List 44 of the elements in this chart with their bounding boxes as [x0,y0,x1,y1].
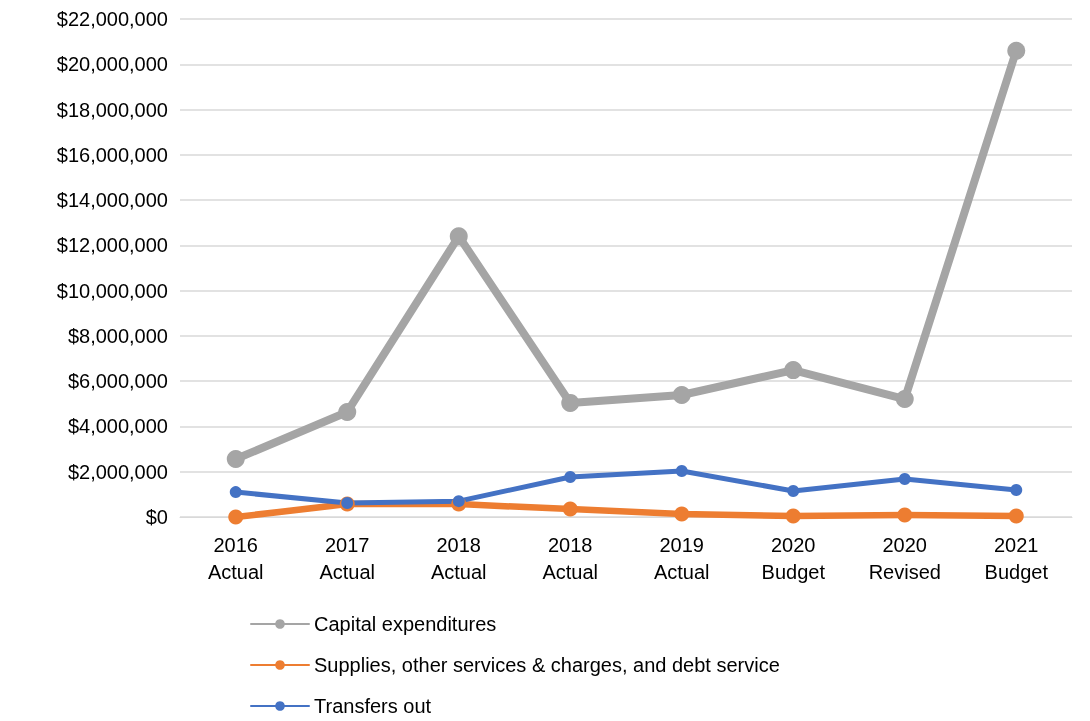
point [562,501,578,517]
x-tick-label: 2016 Actual [207,533,264,583]
y-tick-label: $4,000,000 [67,415,168,438]
x-tick-label: 2018 Actual [430,533,487,583]
x-tick-label: 2018 Actual [542,533,599,583]
point [338,402,357,421]
y-tick-label: $2,000,000 [67,460,168,483]
y-tick-label: $6,000,000 [67,370,168,393]
y-tick-label: $10,000,000 [56,279,168,302]
legend-label: Capital expenditures [314,613,497,635]
point [452,495,465,508]
legend-label: Transfers out [314,695,432,717]
point [675,465,688,478]
point [229,486,242,499]
point [895,390,914,409]
y-tick-label: $8,000,000 [67,324,168,347]
point [784,361,803,380]
point [1008,508,1024,524]
point [672,385,691,404]
y-tick-label: $12,000,000 [56,234,168,257]
x-tick-label: 2017 Actual [319,533,376,583]
point [785,508,801,524]
y-tick-label: $14,000,000 [56,189,168,212]
point [564,470,577,483]
point [674,506,690,522]
y-tick-label: $18,000,000 [56,98,168,121]
point [897,507,913,523]
y-tick-label: $0 [145,506,168,528]
x-tick-label: 2020 Budget [761,533,826,583]
x-tick-label: 2019 Actual [653,533,710,583]
point [1010,484,1023,497]
point [226,450,245,469]
y-tick-label: $16,000,000 [56,143,168,166]
point [787,484,800,497]
point [449,227,468,246]
x-tick-label: 2021 Budget [984,533,1049,583]
legend-label: Supplies, other services & charges, and debt service [314,654,780,676]
point [561,393,580,412]
point [228,509,244,525]
point [1007,41,1026,60]
point [898,472,911,485]
y-tick-label: $20,000,000 [56,53,168,76]
x-tick-label: 2020 Revised [868,533,941,583]
y-tick-label: $22,000,000 [56,8,168,30]
